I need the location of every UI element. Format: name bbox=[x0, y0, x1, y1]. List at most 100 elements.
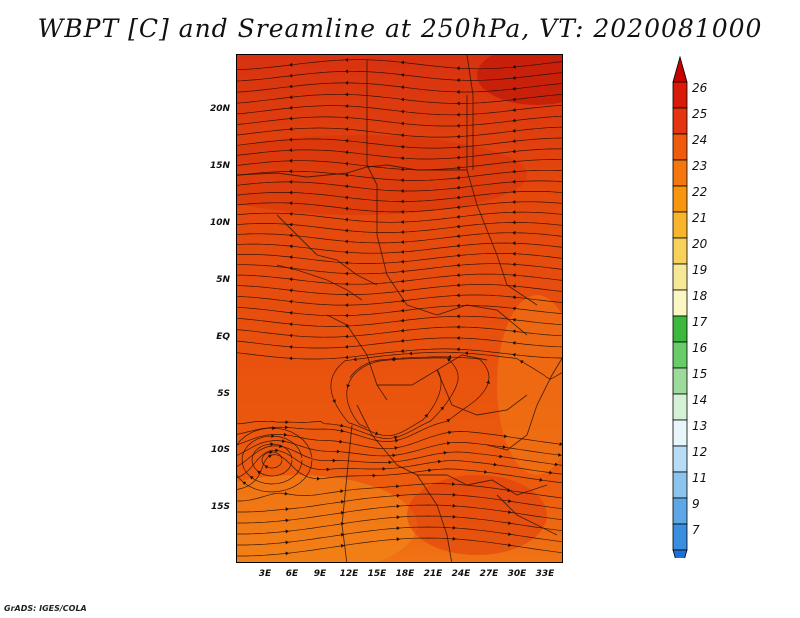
colorbar-label: 7 bbox=[692, 523, 700, 537]
streamline-arrow bbox=[396, 484, 400, 489]
streamline bbox=[237, 137, 562, 149]
streamline-arrow bbox=[512, 139, 516, 143]
streamline-arrow bbox=[400, 308, 405, 313]
colorbar-label: 13 bbox=[692, 419, 708, 433]
streamline-arrow bbox=[512, 189, 516, 194]
streamline-arrow bbox=[340, 423, 344, 428]
streamline bbox=[237, 454, 562, 490]
streamline-arrow bbox=[336, 449, 341, 454]
streamline bbox=[237, 357, 459, 439]
streamline-arrow bbox=[344, 261, 349, 265]
streamline-arrow bbox=[512, 220, 516, 225]
streamline-arrow bbox=[353, 357, 357, 362]
streamline-arrow bbox=[284, 425, 289, 430]
country-border bbox=[326, 314, 388, 401]
streamline-arrow bbox=[344, 206, 349, 211]
colorbar-label: 20 bbox=[692, 237, 708, 251]
streamline-arrow bbox=[400, 289, 405, 293]
streamline-arrow bbox=[512, 230, 516, 235]
streamline-arrow bbox=[344, 150, 349, 155]
lon-label: 21E bbox=[423, 569, 443, 579]
streamline-arrow bbox=[456, 101, 460, 106]
streamlines-layer bbox=[237, 57, 562, 557]
streamline-arrow bbox=[428, 468, 432, 473]
streamline-arrow bbox=[512, 76, 516, 80]
lat-label: 5N bbox=[216, 275, 230, 285]
streamline-arrow bbox=[512, 65, 516, 69]
wbpt-band-north bbox=[237, 135, 527, 215]
colorbar-label: 12 bbox=[692, 445, 708, 459]
country-border bbox=[466, 55, 474, 170]
streamline-arrow bbox=[456, 205, 460, 210]
streamline bbox=[237, 427, 313, 493]
streamline-arrow bbox=[289, 288, 293, 293]
streamline-arrow bbox=[394, 446, 398, 450]
streamline-arrow bbox=[388, 460, 392, 465]
streamline-arrow bbox=[344, 344, 349, 349]
streamline-arrow bbox=[456, 293, 460, 298]
streamline-arrow bbox=[264, 465, 269, 469]
streamline-arrow bbox=[382, 467, 386, 471]
streamline-arrow bbox=[424, 414, 428, 418]
streamline-arrow bbox=[346, 384, 351, 388]
streamline-arrow bbox=[400, 178, 404, 183]
streamline-arrow bbox=[558, 453, 562, 457]
streamline-arrow bbox=[396, 537, 400, 542]
streamline-arrow bbox=[285, 529, 289, 534]
streamline-arrow bbox=[456, 165, 460, 170]
streamline-arrow bbox=[289, 105, 293, 110]
streamline-arrow bbox=[400, 230, 404, 234]
lat-label: 5S bbox=[217, 389, 230, 399]
colorbar-segment bbox=[672, 237, 688, 265]
country-border bbox=[436, 369, 528, 416]
streamline-arrow bbox=[400, 73, 405, 77]
streamline-arrow bbox=[289, 73, 293, 78]
streamline-arrow bbox=[503, 434, 508, 438]
streamline-arrow bbox=[289, 212, 293, 216]
streamline-arrow bbox=[289, 233, 293, 238]
lon-label: 6E bbox=[285, 569, 299, 579]
streamline-arrow bbox=[396, 504, 400, 509]
country-border bbox=[486, 357, 562, 451]
colorbar-segment bbox=[672, 159, 688, 187]
lon-label: 18E bbox=[395, 569, 415, 579]
streamline-arrow bbox=[456, 90, 460, 94]
streamline-arrow bbox=[440, 406, 444, 411]
streamline-arrow bbox=[493, 462, 498, 467]
streamline-arrow bbox=[395, 438, 399, 443]
streamline-arrow bbox=[249, 476, 254, 480]
streamline-arrow bbox=[512, 341, 516, 345]
lon-label: 27E bbox=[479, 569, 499, 579]
streamline-arrow bbox=[344, 217, 349, 222]
streamline-arrow bbox=[484, 470, 488, 474]
streamline-arrow bbox=[452, 482, 456, 486]
streamline-arrow bbox=[400, 259, 405, 264]
colorbar bbox=[672, 56, 688, 558]
streamline-arrow bbox=[344, 161, 349, 166]
colorbar-segment bbox=[672, 81, 688, 109]
streamline-arrow bbox=[340, 544, 345, 548]
streamline-arrow bbox=[392, 453, 396, 458]
streamline-arrow bbox=[456, 347, 460, 352]
wbpt-cool-patch-south bbox=[237, 475, 417, 562]
credit-text: GrADS: IGES/COLA bbox=[4, 604, 87, 613]
streamline-arrow bbox=[344, 69, 349, 74]
streamline-arrow bbox=[456, 325, 460, 329]
streamline-arrow bbox=[344, 104, 349, 108]
streamline-arrow bbox=[499, 454, 503, 459]
colorbar-label: 15 bbox=[692, 367, 708, 381]
streamline-arrow bbox=[512, 118, 516, 123]
streamline-arrow bbox=[400, 279, 405, 283]
streamline bbox=[251, 443, 293, 477]
streamline-arrow bbox=[289, 201, 293, 206]
streamline-arrow bbox=[289, 322, 293, 327]
streamline-arrow bbox=[512, 108, 516, 112]
colorbar-segment bbox=[672, 185, 688, 213]
lon-label: 30E bbox=[507, 569, 527, 579]
wbpt-warm-patch-southeast bbox=[407, 475, 547, 555]
streamline-arrow bbox=[289, 333, 293, 338]
streamline-arrow bbox=[344, 127, 349, 132]
streamline-arrow bbox=[400, 133, 404, 138]
streamline-arrow bbox=[285, 518, 289, 523]
colorbar-label: 11 bbox=[692, 471, 708, 485]
